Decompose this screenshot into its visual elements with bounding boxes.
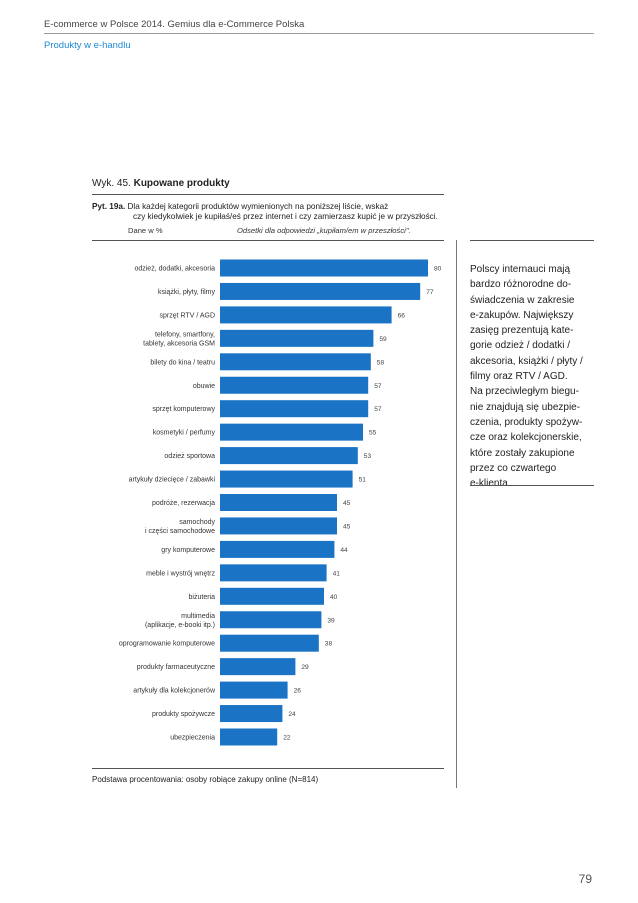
value-label: 29 [301, 664, 309, 671]
value-label: 44 [340, 547, 348, 554]
base-note: Podstawa procentowania: osoby robiące za… [92, 775, 319, 784]
category-label: multimedia (aplikacje, e-booki itp.) [145, 613, 215, 629]
bar [220, 658, 296, 676]
value-label: 26 [294, 688, 302, 695]
chart-note: Odsetki dla odpowiedzi „kupiłam/em w prz… [237, 226, 411, 235]
page-number: 79 [578, 872, 592, 886]
value-label: 80 [434, 266, 442, 273]
bar [220, 681, 288, 699]
value-label: 53 [364, 453, 372, 460]
value-label: 24 [288, 711, 296, 718]
value-label: 38 [325, 641, 333, 648]
category-label: bilety do kina / teatru [150, 359, 215, 366]
data-unit-label: Dane w % [128, 226, 163, 235]
question-number: Pyt. 19a. [92, 202, 126, 211]
value-label: 45 [343, 500, 351, 507]
value-label: 45 [343, 523, 351, 530]
bar [220, 400, 369, 418]
category-label: książki, płyty, filmy [158, 289, 216, 296]
category-label: obuwie [193, 383, 215, 390]
figure-prefix: Wyk. 45. [92, 178, 131, 189]
category-label: gry komputerowe [161, 547, 215, 554]
bar [220, 259, 428, 277]
value-label: 57 [374, 406, 382, 413]
column-divider [456, 240, 457, 788]
bar [220, 470, 353, 488]
value-label: 55 [369, 430, 377, 437]
bar [220, 587, 324, 605]
figure-name: Kupowane produkty [133, 178, 230, 189]
category-label: meble i wystrój wnętrz [146, 570, 215, 577]
value-label: 57 [374, 383, 382, 390]
bar [220, 634, 319, 652]
category-label: podróże, rezerwacja [152, 500, 215, 507]
value-label: 58 [377, 359, 385, 366]
question-text: Pyt. 19a. Dla każdej kategorii produktów… [92, 201, 452, 212]
value-label: 77 [426, 289, 434, 296]
value-label: 66 [398, 312, 406, 319]
base-divider [92, 768, 444, 769]
bar [220, 447, 358, 465]
bar [220, 306, 392, 324]
value-label: 22 [283, 735, 291, 742]
section-title: Produkty w e-handlu [44, 40, 131, 51]
bar [220, 282, 421, 300]
chart-top-rule [92, 240, 444, 241]
category-label: telefony, smartfony, tablety, akcesoria G… [143, 331, 215, 347]
bar [220, 494, 337, 511]
bar [220, 376, 369, 394]
value-label: 39 [327, 617, 335, 624]
bar [220, 728, 278, 746]
bar [220, 353, 371, 371]
category-label: samochody i części samochodowe [145, 519, 216, 535]
category-label: ubezpieczenia [170, 735, 215, 742]
question-line-1: Dla każdej kategorii produktów wymienion… [127, 202, 389, 211]
document-title: E-commerce w Polsce 2014. Gemius dla e-C… [44, 19, 305, 30]
category-label: kosmetyki / perfumy [153, 430, 216, 437]
category-label: produkty spożywcze [152, 711, 215, 718]
category-label: biżuteria [189, 594, 216, 601]
value-label: 41 [333, 570, 341, 577]
header-divider [44, 33, 594, 34]
category-label: sprzęt komputerowy [152, 406, 215, 413]
category-label: artykuły dziecięce / zabawki [129, 477, 216, 484]
category-label: sprzęt RTV / AGD [160, 312, 216, 319]
value-label: 40 [330, 594, 338, 601]
value-label: 51 [359, 477, 367, 484]
category-label: produkty farmaceutyczne [137, 664, 215, 671]
category-label: artykuły dla kolekcjonerów [133, 688, 216, 695]
category-label: oprogramowanie komputerowe [119, 641, 215, 648]
sidebar-top-rule [470, 240, 594, 241]
bar [220, 705, 283, 723]
category-label: odzież sportowa [164, 453, 215, 460]
value-label: 59 [379, 336, 387, 343]
category-label: odzież, dodatki, akcesoria [134, 266, 215, 273]
bar [220, 423, 363, 441]
sidebar-commentary: Polscy internauci mają bardzo różnorodne… [470, 264, 583, 490]
bar [220, 611, 322, 629]
bar [220, 517, 337, 535]
figure-title: Wyk. 45. Kupowane produkty [92, 178, 230, 189]
question-line-2: czy kiedykolwiek je kupiłaś/eś przez int… [133, 212, 438, 221]
bar [220, 329, 374, 347]
bar [220, 564, 327, 582]
sidebar-bottom-rule [470, 485, 594, 486]
figure-title-rule [92, 194, 444, 195]
bar [220, 540, 335, 558]
